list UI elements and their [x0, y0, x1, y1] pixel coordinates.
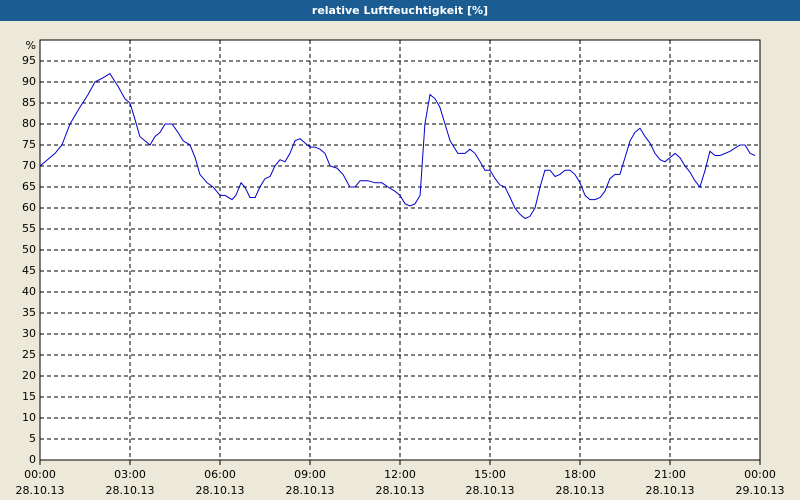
x-tick-label: 15:00: [474, 468, 506, 481]
x-tick-date: 28.10.13: [466, 484, 515, 497]
y-tick-label: 40: [22, 285, 36, 298]
chart-title: relative Luftfeuchtigkeit [%]: [0, 0, 800, 21]
y-tick-label: 65: [22, 180, 36, 193]
y-tick-label: 0: [29, 453, 36, 466]
x-tick-label: 06:00: [204, 468, 236, 481]
y-axis-label: %: [26, 39, 36, 52]
x-tick-label: 03:00: [114, 468, 146, 481]
y-tick-label: 70: [22, 159, 36, 172]
y-tick-label: 55: [22, 222, 36, 235]
chart: % 0 5 10 15 20 25 30 35 40 45 50 55 60 65 70 75 80 85 90 95…: [16, 39, 785, 497]
x-tick-label: 00:00: [744, 468, 776, 481]
y-tick-label: 45: [22, 264, 36, 277]
x-tick-date: 28.10.13: [196, 484, 245, 497]
x-tick-label: 09:00: [294, 468, 326, 481]
x-tick-label: 18:00: [564, 468, 596, 481]
x-tick-date: 28.10.13: [556, 484, 605, 497]
x-tick-date: 28.10.13: [646, 484, 695, 497]
y-tick-label: 50: [22, 243, 36, 256]
x-tick-label: 12:00: [384, 468, 416, 481]
y-tick-label: 5: [29, 432, 36, 445]
x-tick-date: 28.10.13: [106, 484, 155, 497]
y-tick-label: 20: [22, 369, 36, 382]
data-line: [39, 72, 756, 220]
y-tick-label: 30: [22, 327, 36, 340]
x-tick-date: 28.10.13: [286, 484, 335, 497]
y-tick-label: 25: [22, 348, 36, 361]
y-tick-label: 10: [22, 411, 36, 424]
y-tick-label: 85: [22, 96, 36, 109]
y-tick-label: 60: [22, 201, 36, 214]
x-tick-label: 21:00: [654, 468, 686, 481]
y-tick-label: 15: [22, 390, 36, 403]
y-tick-label: 35: [22, 306, 36, 319]
y-tick-label: 75: [22, 138, 36, 151]
x-tick-date: 29.10.13: [736, 484, 785, 497]
y-tick-label: 95: [22, 54, 36, 67]
x-tick-date: 28.10.13: [376, 484, 425, 497]
y-tick-label: 90: [22, 75, 36, 88]
x-tick-label: 00:00: [24, 468, 56, 481]
y-tick-label: 80: [22, 117, 36, 130]
x-tick-date: 28.10.13: [16, 484, 65, 497]
